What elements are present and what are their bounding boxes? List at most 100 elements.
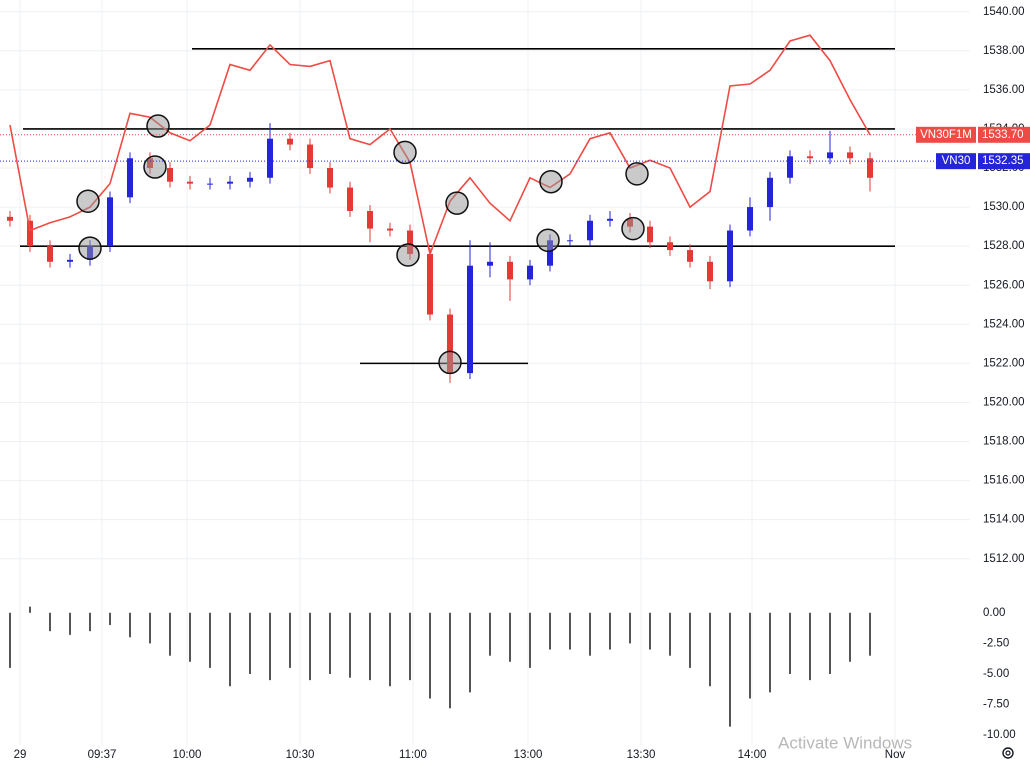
y-tick-label: -2.50 — [983, 637, 1009, 649]
histogram-bar — [129, 612, 131, 638]
histogram-bar — [609, 612, 611, 650]
y-tick-label: 0.00 — [983, 607, 1005, 619]
histogram-bar — [269, 612, 271, 681]
histogram-bar — [629, 612, 631, 644]
last-value-label: 1532.35 — [982, 155, 1024, 167]
histogram-bar — [449, 612, 451, 709]
candle-body — [447, 314, 453, 374]
candle-body — [667, 242, 673, 251]
y-tick-label: -7.50 — [983, 699, 1009, 711]
histogram-bar — [349, 612, 351, 678]
histogram-bar — [489, 612, 491, 656]
candle-body — [27, 220, 33, 247]
histogram-bar — [29, 606, 31, 613]
marker-circle — [438, 350, 462, 375]
candle-body — [547, 240, 553, 266]
histogram-bar — [849, 612, 851, 662]
candle-body — [807, 156, 813, 159]
histogram-bar — [529, 612, 531, 668]
series-name: VN30 — [942, 155, 971, 167]
candle-body — [207, 183, 213, 185]
candle-body — [747, 207, 753, 231]
marker-circle — [78, 236, 102, 260]
histogram-bar — [189, 612, 191, 662]
x-tick-label: 10:00 — [173, 749, 202, 761]
candle-body — [647, 226, 653, 243]
histogram-bar — [769, 612, 771, 693]
y-tick-label: 1520.00 — [983, 396, 1025, 408]
marker-circle — [396, 243, 420, 267]
histogram-bar — [89, 612, 91, 632]
candle-body — [167, 168, 173, 182]
candle-body — [407, 230, 413, 254]
candle-body — [187, 181, 193, 184]
histogram-bar — [109, 612, 111, 626]
histogram-bar — [409, 612, 411, 681]
candle-body — [567, 240, 573, 242]
histogram-bar — [149, 612, 151, 644]
x-tick-label: Nov — [885, 749, 906, 761]
settings-icon[interactable] — [1002, 747, 1014, 759]
marker-circle — [76, 189, 100, 213]
x-tick-label: 13:30 — [627, 749, 656, 761]
y-tick-label: 1518.00 — [983, 436, 1025, 448]
histogram-bar — [309, 612, 311, 681]
x-tick-label: 10:30 — [286, 749, 315, 761]
candle-body — [847, 152, 853, 159]
histogram-bar — [729, 612, 731, 727]
settings-icon-ring — [1002, 747, 1014, 759]
candle-body — [347, 187, 353, 211]
histogram-bar — [389, 612, 391, 687]
histogram-bar — [869, 612, 871, 656]
y-tick-label: 1522.00 — [983, 357, 1025, 369]
x-tick-label: 09:37 — [88, 749, 117, 761]
histogram-bar — [69, 612, 71, 635]
candle-body — [67, 259, 73, 262]
y-tick-label: 1528.00 — [983, 240, 1025, 252]
candle-body — [267, 138, 273, 178]
candle-body — [327, 168, 333, 188]
plot — [0, 34, 970, 727]
y-tick-label: 1512.00 — [983, 553, 1025, 565]
x-tick-label: 11:00 — [399, 749, 427, 761]
marker-circle — [536, 228, 560, 253]
histogram-bar — [469, 612, 471, 693]
histogram-bar — [169, 612, 171, 656]
histogram-bar — [809, 612, 811, 681]
y-tick-label: 1524.00 — [983, 318, 1025, 330]
marker-circle — [445, 191, 469, 215]
candle-body — [367, 210, 373, 229]
histogram-bar — [249, 612, 251, 675]
y-tick-label: -5.00 — [983, 668, 1009, 680]
histogram-bar — [209, 612, 211, 668]
histogram-bar — [289, 612, 291, 668]
marker-circle — [393, 140, 417, 165]
y-tick-label: -10.00 — [983, 729, 1016, 741]
histogram-bar — [649, 612, 651, 650]
candle-body — [507, 261, 513, 280]
series-name: VN30F1M — [920, 129, 972, 141]
histogram-bar — [589, 612, 591, 656]
histogram-bar — [549, 612, 551, 650]
candle-body — [527, 265, 533, 280]
histogram-bar — [829, 612, 831, 675]
last-value-box — [978, 153, 1030, 170]
histogram-bar — [429, 612, 431, 699]
x-tick-label: 29 — [14, 749, 27, 761]
settings-icon-center — [1005, 750, 1011, 756]
candle-body — [127, 158, 133, 198]
candle-body — [107, 197, 113, 247]
candle-body — [707, 261, 713, 282]
candle-body — [247, 177, 253, 182]
marker-circle — [539, 169, 563, 194]
candle-body — [767, 177, 773, 208]
series-name-box — [936, 153, 976, 170]
y-tick-label: 1526.00 — [983, 279, 1025, 291]
last-value-box — [978, 126, 1030, 143]
histogram-bar — [229, 612, 231, 687]
candle-body — [427, 253, 433, 315]
candle-body — [47, 246, 53, 262]
candle-body — [227, 181, 233, 184]
